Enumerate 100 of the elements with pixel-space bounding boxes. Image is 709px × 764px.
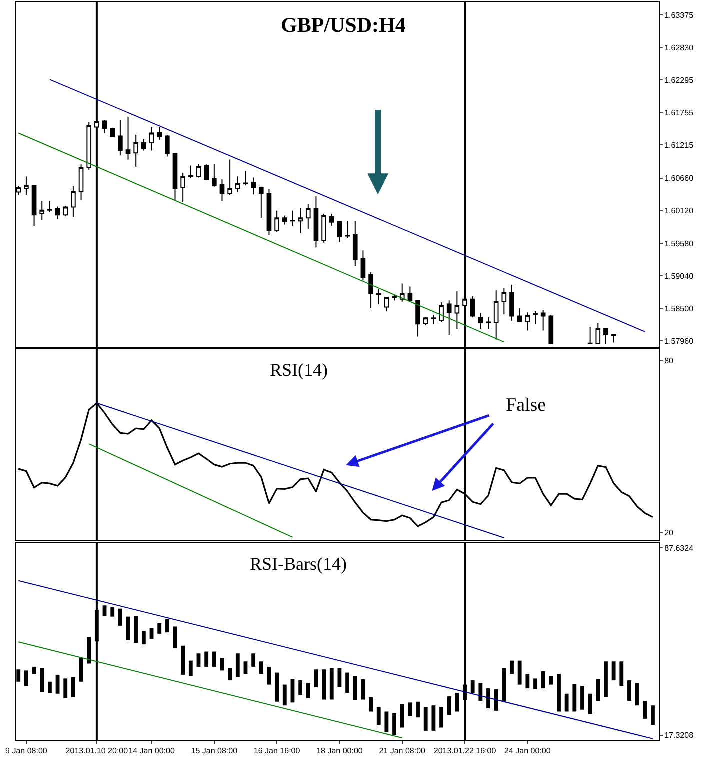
candlestick xyxy=(157,126,162,140)
candlestick xyxy=(63,206,68,217)
candlestick xyxy=(596,323,601,344)
bar xyxy=(212,652,216,667)
x-tick-label: 16 Jan 16:00 xyxy=(254,746,301,756)
bar xyxy=(628,680,632,702)
candlestick xyxy=(48,200,52,213)
candlestick xyxy=(126,116,131,160)
candlestick xyxy=(376,288,382,305)
y-tick-label: 1.61755 xyxy=(664,108,694,118)
x-tick-label: 9 Jan 08:00 xyxy=(6,746,48,756)
bar xyxy=(181,646,186,675)
candlestick xyxy=(604,328,608,344)
bar xyxy=(353,676,358,700)
candlestick xyxy=(470,296,476,318)
bar xyxy=(541,671,546,689)
bar xyxy=(643,701,648,719)
bar xyxy=(424,707,428,731)
candlestick xyxy=(329,213,334,226)
bar xyxy=(572,684,577,712)
y-tick-label: 1.60120 xyxy=(664,206,694,216)
bar xyxy=(282,684,287,706)
bar xyxy=(526,674,530,689)
bar xyxy=(236,654,240,678)
y-tick-label: 80 xyxy=(664,356,674,366)
candlestick xyxy=(525,312,530,332)
bar xyxy=(252,654,256,667)
text: RSI(14) xyxy=(270,360,328,380)
candlestick xyxy=(235,176,240,193)
bar xyxy=(620,662,624,686)
candlestick xyxy=(533,310,538,325)
candlestick xyxy=(228,159,232,196)
bar xyxy=(126,616,130,640)
y-tick-label: 1.57960 xyxy=(664,336,694,346)
candlestick xyxy=(548,314,554,344)
bar xyxy=(369,697,373,712)
y-tick-label: 17.3208 xyxy=(664,731,694,740)
candlestick xyxy=(368,272,374,309)
y-tick-label: 1.58500 xyxy=(664,304,694,314)
bar xyxy=(549,676,554,685)
bar xyxy=(510,660,514,674)
candlestick xyxy=(416,300,420,338)
bar xyxy=(228,668,232,681)
candlestick xyxy=(282,215,288,226)
bar xyxy=(361,679,366,700)
y-tick-label: 87.6324 xyxy=(664,544,694,553)
candlestick xyxy=(251,177,256,196)
candlestick xyxy=(494,290,499,340)
bar xyxy=(478,683,483,702)
bar xyxy=(306,683,310,698)
bar xyxy=(518,660,522,685)
bar xyxy=(330,668,334,700)
candlestick xyxy=(142,138,146,152)
bar xyxy=(56,674,60,694)
candlestick xyxy=(86,122,92,170)
bar xyxy=(204,652,209,667)
bar xyxy=(604,662,608,698)
x-tick-label: 15 Jan 08:00 xyxy=(191,746,238,756)
candlestick xyxy=(517,308,522,322)
candlestick xyxy=(204,164,209,181)
y-tick-label: 1.62830 xyxy=(664,44,694,53)
bar xyxy=(408,702,412,716)
bar xyxy=(416,702,420,718)
candlestick xyxy=(243,170,248,186)
candlestick xyxy=(298,208,303,234)
x-tick-label: 2013.01.10 20:00 xyxy=(66,746,129,756)
candlestick xyxy=(196,163,202,178)
bar xyxy=(275,672,280,702)
candlestick xyxy=(102,120,108,134)
bar xyxy=(588,694,592,714)
x-tick-label: 2013.01.22 16:00 xyxy=(434,746,497,756)
bar xyxy=(486,688,490,709)
candlestick xyxy=(431,314,436,325)
candlestick xyxy=(165,134,170,158)
bar xyxy=(71,677,76,698)
candlestick xyxy=(392,294,397,302)
candlestick xyxy=(24,176,29,196)
candlestick xyxy=(32,185,37,226)
bar xyxy=(173,626,178,648)
candlestick xyxy=(478,312,484,330)
candlestick xyxy=(180,172,186,203)
y-tick-label: 1.59040 xyxy=(664,272,694,281)
bar xyxy=(384,712,389,732)
bar xyxy=(376,707,381,726)
bar xyxy=(447,696,452,716)
x-tick-label: 18 Jan 00:00 xyxy=(316,746,364,756)
candlestick xyxy=(290,210,296,226)
text: RSI-Bars(14) xyxy=(250,554,347,574)
candlestick xyxy=(274,210,280,232)
candlestick xyxy=(71,186,76,218)
bar xyxy=(564,694,569,712)
bar xyxy=(102,606,107,616)
x-tick-label: 21 Jan 08:00 xyxy=(379,746,426,756)
bar xyxy=(440,707,444,728)
candlestick xyxy=(266,188,272,236)
bar xyxy=(392,713,396,736)
annotation: False xyxy=(506,395,546,416)
bar xyxy=(635,683,640,706)
candlestick xyxy=(306,204,311,230)
y-tick-label: 1.61215 xyxy=(664,140,694,150)
